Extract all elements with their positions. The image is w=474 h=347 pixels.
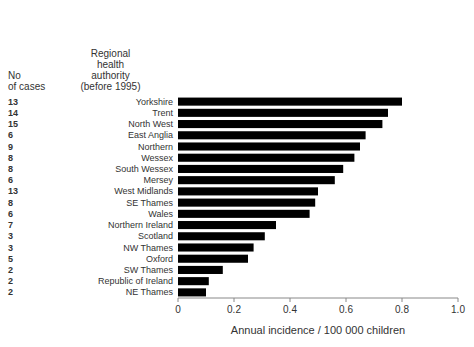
column-header: Regionalhealthauthority(before 1995) — [80, 48, 140, 92]
category-label: Republic of Ireland — [98, 276, 173, 286]
x-tick-label: 0.2 — [227, 304, 241, 315]
category-label: NW Thames — [123, 243, 173, 253]
bar — [178, 199, 315, 207]
bars — [178, 98, 402, 297]
category-label: Northern — [138, 142, 173, 152]
case-count: 2 — [8, 265, 13, 275]
bar — [178, 210, 310, 218]
x-tick-label: 0.4 — [283, 304, 297, 315]
category-label: North West — [128, 119, 173, 129]
case-count: 2 — [8, 276, 13, 286]
bar — [178, 232, 265, 240]
case-count: 13 — [8, 186, 18, 196]
x-tick-label: 0.6 — [339, 304, 353, 315]
x-tick — [178, 298, 179, 302]
x-tick-label: 0.8 — [395, 304, 409, 315]
case-count: 8 — [8, 153, 13, 163]
bar — [178, 154, 354, 162]
category-label: South Wessex — [115, 164, 173, 174]
case-count: 8 — [8, 198, 13, 208]
case-count: 3 — [8, 243, 13, 253]
category-label: Northern Ireland — [108, 220, 173, 230]
category-label: Scotland — [138, 231, 173, 241]
bar — [178, 165, 343, 173]
header-line: No — [8, 70, 21, 81]
case-count: 2 — [8, 287, 13, 297]
category-label: SE Thames — [126, 198, 173, 208]
bar — [178, 266, 223, 274]
x-tick — [290, 298, 291, 302]
x-tick — [346, 298, 347, 302]
bar — [178, 243, 254, 251]
case-count: 7 — [8, 220, 13, 230]
bar — [178, 98, 402, 106]
x-tick-label: 0 — [175, 304, 181, 315]
bar — [178, 255, 248, 263]
case-count: 13 — [8, 97, 18, 107]
case-count: 9 — [8, 142, 13, 152]
x-tick — [458, 298, 459, 302]
bar — [178, 288, 206, 296]
category-label: Mersey — [143, 175, 173, 185]
bar — [178, 221, 276, 229]
x-axis-line — [178, 298, 458, 299]
bar — [178, 277, 209, 285]
category-label: Trent — [152, 108, 173, 118]
column-header: Noof cases — [8, 70, 45, 92]
header-line: health — [97, 59, 124, 70]
x-tick — [234, 298, 235, 302]
category-label: Wales — [148, 209, 173, 219]
category-label: East Anglia — [128, 130, 173, 140]
x-tick — [402, 298, 403, 302]
bar — [178, 187, 318, 195]
header-line: Regional — [91, 48, 130, 59]
case-count: 6 — [8, 209, 13, 219]
bar — [178, 176, 335, 184]
case-count: 3 — [8, 231, 13, 241]
x-tick-label: 1.0 — [451, 304, 465, 315]
x-axis-label: Annual incidence / 100 000 children — [231, 324, 405, 336]
case-count: 6 — [8, 175, 13, 185]
category-label: SW Thames — [124, 265, 174, 275]
case-count: 6 — [8, 130, 13, 140]
case-count: 5 — [8, 254, 13, 264]
bar — [178, 109, 388, 117]
chart: Yorkshire 13 Trent 14 North West 15 East Angli… — [0, 0, 474, 347]
category-label: Wessex — [141, 153, 173, 163]
case-count: 8 — [8, 164, 13, 174]
category-label: Oxford — [146, 254, 173, 264]
header-line: authority — [91, 70, 129, 81]
category-label: Yorkshire — [136, 97, 173, 107]
case-count: 15 — [8, 119, 18, 129]
bar — [178, 120, 382, 128]
category-label: West Midlands — [114, 186, 173, 196]
header-line: (before 1995) — [80, 81, 140, 92]
bar — [178, 142, 360, 150]
case-count: 14 — [8, 108, 18, 118]
bar — [178, 131, 366, 139]
category-label: NE Thames — [126, 287, 174, 297]
header-line: of cases — [8, 81, 45, 92]
